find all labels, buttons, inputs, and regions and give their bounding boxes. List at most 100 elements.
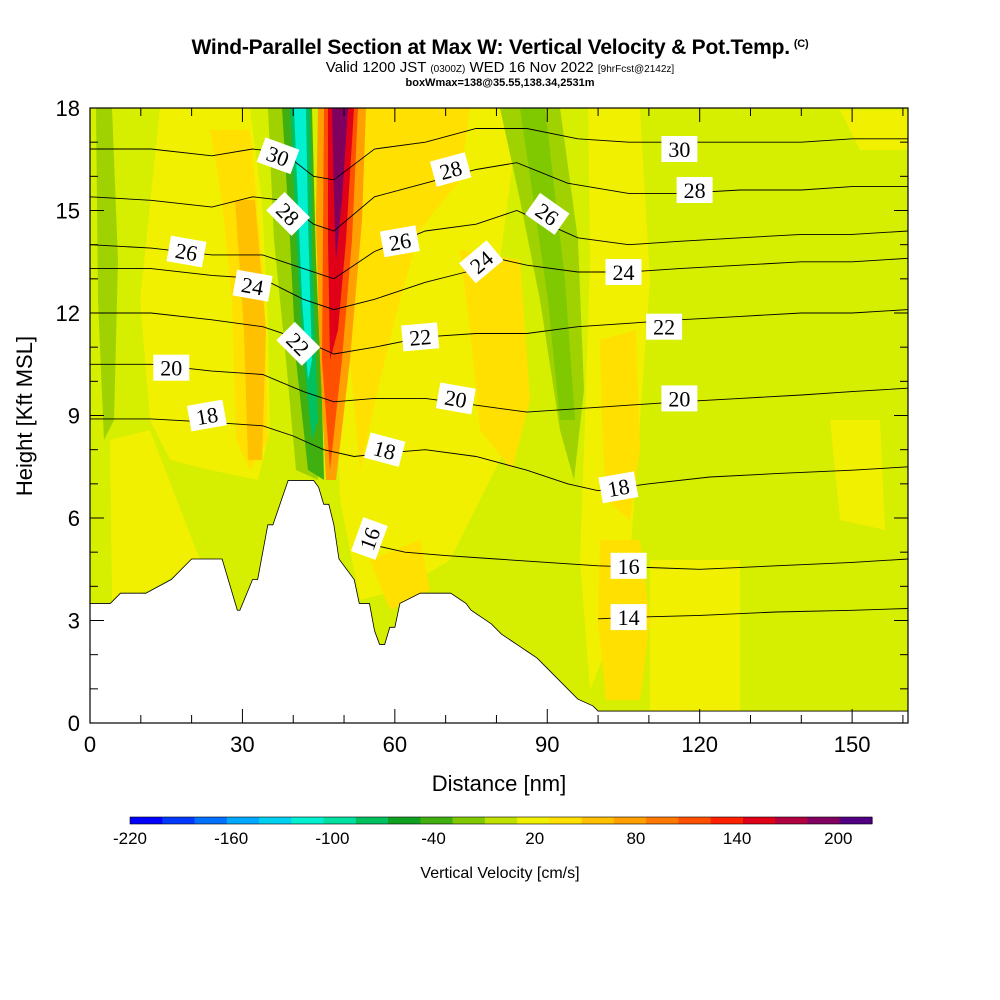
contour-label-bg [661, 385, 698, 412]
theta-contour-20 [90, 363, 908, 413]
contour-label-bg [435, 382, 476, 415]
contour-label: 26 [525, 192, 570, 235]
contour-label-text: 20 [160, 356, 182, 381]
field-east-lower-yellow [650, 560, 740, 713]
colorbar-swatch [259, 817, 292, 824]
y-tick-label: 15 [56, 199, 80, 224]
contour-label-bg [186, 399, 227, 432]
colorbar-tick-label: 140 [723, 829, 751, 848]
contour-label-bg [276, 321, 321, 366]
x-tick-label: 0 [84, 732, 96, 757]
contour-label-bg [166, 235, 207, 268]
contour-label-text: 24 [613, 260, 635, 285]
contour-label: 24 [605, 259, 642, 285]
contour-label-bg [351, 517, 388, 560]
field-west-green [96, 108, 118, 440]
contour-label-bg [232, 269, 273, 302]
colorbar-label: Vertical Velocity [cm/s] [420, 865, 580, 882]
x-axis: 0 30 60 90 120 150 [84, 108, 904, 757]
colorbar-swatch [162, 817, 196, 824]
contour-label-bg [363, 432, 406, 467]
contour-label: 26 [166, 235, 207, 268]
contour-label-text: 26 [173, 238, 199, 266]
contour-label: 16 [610, 552, 647, 579]
contour-label-bg [266, 191, 311, 236]
contour-label-bg [429, 152, 472, 187]
theta-contour-22 [90, 309, 908, 355]
x-tick-label: 30 [230, 732, 254, 757]
field-downdraft-cyan [294, 108, 312, 380]
contour-label-bg [598, 471, 639, 504]
contour-label-text: 26 [387, 228, 413, 256]
colorbar-tick-label: 200 [824, 829, 852, 848]
contour-label-bg [459, 240, 504, 284]
field-low-west-yellow [110, 430, 200, 600]
contour-label-text: 16 [618, 554, 640, 579]
contour-label-text: 28 [684, 178, 706, 203]
terrain [89, 480, 909, 724]
x-tick-label: 90 [535, 732, 559, 757]
colorbar-frame [129, 816, 873, 825]
field-orange-west-core [235, 200, 266, 460]
colorbar-tick-label: -160 [214, 829, 248, 848]
contour-label-text: 22 [408, 324, 432, 351]
contour-label-text: 18 [194, 402, 220, 430]
y-tick-label: 12 [56, 301, 80, 326]
contour-label: 18 [186, 399, 227, 432]
y-tick-label: 18 [56, 96, 80, 121]
x-tick-label: 150 [834, 732, 871, 757]
title-mark: (C) [793, 38, 809, 50]
contour-label-bg [605, 259, 642, 285]
contour-label-text: 24 [240, 272, 266, 300]
contour-label-bg [379, 225, 420, 258]
contour-label: 22 [401, 322, 440, 352]
contour-label: 26 [379, 225, 420, 258]
contour-label-bg [525, 192, 570, 235]
contour-label-bg [401, 322, 440, 352]
colorbar-tick-label: -100 [315, 829, 349, 848]
field-east-green-core [520, 108, 575, 420]
contour-label-bg [610, 604, 647, 631]
contour-label-bg [153, 354, 190, 381]
colorbar-swatch [678, 817, 712, 824]
contour-label: 22 [646, 313, 683, 340]
contour-label: 20 [435, 382, 476, 415]
colorbar-swatch [484, 817, 518, 824]
colorbar-tick-label: 20 [525, 829, 544, 848]
colorbar-swatch [130, 817, 163, 824]
contour-label-bg [646, 313, 683, 340]
x-axis-label: Distance [nm] [432, 771, 567, 796]
y-tick-label: 6 [68, 506, 80, 531]
colorbar-tick-label: -220 [113, 829, 147, 848]
colorbar-swatch [388, 817, 421, 824]
contour-label: 14 [610, 604, 647, 631]
chart-subtitle: Valid 1200 JST (0300Z) WED 16 Nov 2022 [… [325, 59, 675, 76]
contour-label-text: 14 [618, 605, 640, 630]
field-far-east-yellow [830, 420, 885, 530]
colorbar-swatch [839, 817, 873, 824]
field-downstream-orange [346, 108, 470, 470]
x-tick-label: 60 [383, 732, 407, 757]
contour-label: 24 [232, 269, 273, 302]
colorbar-swatch [646, 817, 680, 824]
colorbar-tick-label: 80 [626, 829, 645, 848]
x-tick-label: 120 [681, 732, 718, 757]
contour-label: 28 [676, 177, 713, 203]
contour-label: 20 [661, 385, 698, 412]
y-axis: 0 3 6 9 12 15 18 [56, 96, 908, 736]
field-mid-orange [460, 250, 530, 470]
colorbar-swatch [807, 817, 841, 824]
theta-contour-26 [90, 210, 908, 280]
colorbar-swatch [775, 817, 809, 824]
colorbar-swatch [452, 817, 486, 824]
colorbar-swatch [581, 817, 615, 824]
y-axis-label: Height [Kft MSL] [12, 336, 37, 496]
colorbar-swatch [355, 817, 389, 824]
colorbar-swatch [710, 817, 744, 824]
contour-label: 18 [363, 432, 406, 467]
contour-label: 30 [661, 136, 698, 162]
chart-title: Wind-Parallel Section at Max W: Vertical… [191, 36, 809, 59]
contour-label-text: 20 [668, 386, 690, 411]
